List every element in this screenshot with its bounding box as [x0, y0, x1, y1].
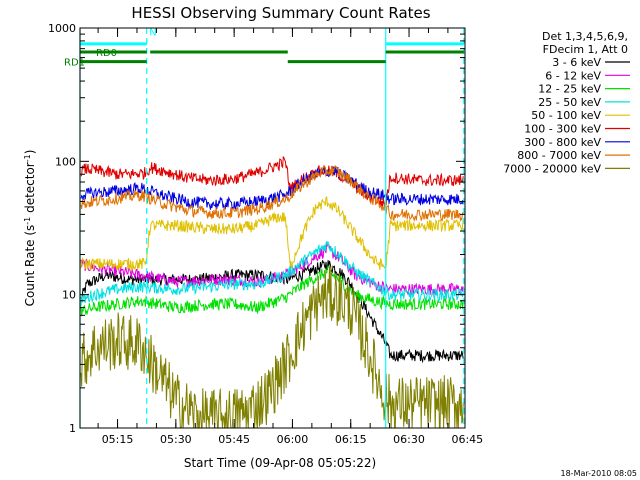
legend-header-1: FDecim 1, Att 0 [543, 43, 628, 56]
y-tick-label-1: 10 [62, 289, 76, 302]
series-line-3 [80, 241, 464, 306]
legend-label-0: 3 - 6 keV [552, 56, 601, 69]
x-tick-label-3: 06:00 [277, 433, 309, 446]
legend: Det 1,3,4,5,6,9,FDecim 1, Att 03 - 6 keV… [503, 30, 630, 175]
flag-bar-label-2: RD1 [64, 58, 85, 69]
x-tick-label-4: 06:15 [335, 433, 367, 446]
legend-header-0: Det 1,3,4,5,6,9, [542, 30, 628, 43]
series-line-8 [80, 266, 464, 429]
vertical-markers-layer [79, 28, 465, 428]
series-line-5 [80, 155, 464, 208]
legend-label-5: 100 - 300 keV [524, 123, 601, 136]
legend-label-3: 25 - 50 keV [538, 96, 601, 109]
legend-label-4: 50 - 100 keV [531, 109, 601, 122]
y-tick-label-3: 1000 [48, 22, 76, 35]
chart-title: HESSI Observing Summary Count Rates [131, 4, 430, 22]
y-tick-label-2: 100 [55, 155, 76, 168]
legend-label-8: 7000 - 20000 keV [503, 162, 601, 175]
legend-label-1: 6 - 12 keV [545, 69, 601, 82]
series-line-2 [80, 265, 464, 317]
x-tick-label-2: 05:45 [218, 433, 250, 446]
footer-date-stamp: 18-Mar-2010 08:05 [561, 469, 638, 478]
x-tick-label-5: 06:30 [393, 433, 425, 446]
series-line-7 [80, 164, 464, 223]
legend-label-6: 300 - 800 keV [524, 136, 601, 149]
x-axis-label: Start Time (09-Apr-08 05:05:22) [184, 456, 376, 470]
x-tick-label-1: 05:30 [160, 433, 192, 446]
y-axis-label: Count Rate (s-1 detector-1) [23, 150, 38, 307]
x-tick-label-0: 05:15 [102, 433, 134, 446]
x-tick-label-6: 06:45 [451, 433, 483, 446]
series-line-6 [80, 166, 464, 211]
series-line-4 [80, 196, 464, 272]
y-tick-label-0: 1 [69, 422, 76, 435]
plot-frame [79, 27, 466, 429]
svg-text:Count Rate (s-1 detector-1): Count Rate (s-1 detector-1) [23, 150, 38, 307]
legend-label-2: 12 - 25 keV [538, 83, 601, 96]
axes-layer: 1 10 100 1000 05:15 05:30 05:45 06:00 06:15 06:30… [48, 22, 483, 446]
flag-bar-label-1: RD0 [96, 48, 117, 59]
legend-label-7: 800 - 7000 keV [517, 149, 601, 162]
flag-marker-0: N [149, 27, 156, 38]
series-layer [80, 155, 464, 429]
flag-bars-layer: RD0 RD1 N [64, 27, 464, 69]
